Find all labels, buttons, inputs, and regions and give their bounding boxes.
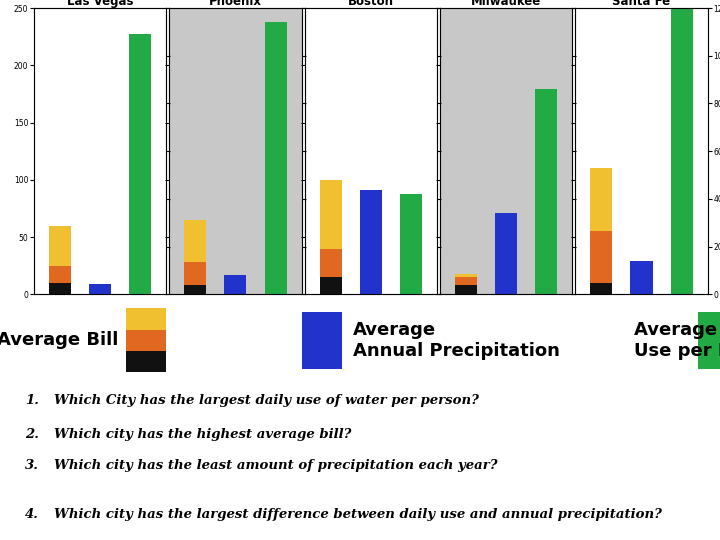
Text: 1.: 1.: [25, 394, 39, 407]
Bar: [126, 308, 166, 329]
Bar: [535, 89, 557, 294]
Bar: [590, 283, 613, 294]
Bar: [360, 190, 382, 294]
Title: Santa Fe: Santa Fe: [613, 0, 670, 8]
Text: Which city has the largest difference between daily use and annual precipitation: Which city has the largest difference be…: [54, 508, 662, 521]
Text: 4.: 4.: [25, 508, 39, 521]
Text: Which City has the largest daily use of water per person?: Which City has the largest daily use of …: [54, 394, 479, 407]
Bar: [225, 275, 246, 294]
Text: 3.: 3.: [25, 459, 39, 472]
Bar: [129, 35, 151, 294]
Bar: [184, 220, 207, 262]
Bar: [631, 261, 652, 294]
Bar: [590, 231, 613, 283]
Title: Phoenix: Phoenix: [209, 0, 262, 8]
Bar: [184, 285, 207, 294]
Bar: [89, 284, 111, 294]
Bar: [264, 22, 287, 294]
Bar: [49, 226, 71, 266]
Bar: [320, 180, 342, 248]
Bar: [495, 213, 517, 294]
Bar: [455, 277, 477, 285]
Text: Average
Annual Precipitation: Average Annual Precipitation: [353, 321, 559, 360]
Title: Boston: Boston: [348, 0, 394, 8]
Text: Average Daily
Use per Person: Average Daily Use per Person: [634, 321, 720, 360]
Bar: [302, 312, 342, 368]
Bar: [320, 277, 342, 294]
Bar: [590, 168, 613, 231]
Title: Milwaukee: Milwaukee: [471, 0, 541, 8]
Text: Which city has the least amount of precipitation each year?: Which city has the least amount of preci…: [54, 459, 498, 472]
Bar: [400, 194, 422, 294]
Text: 2.: 2.: [25, 428, 39, 441]
Bar: [126, 329, 166, 351]
Bar: [698, 312, 720, 368]
Bar: [49, 283, 71, 294]
Bar: [455, 285, 477, 294]
Bar: [670, 0, 693, 294]
Bar: [126, 351, 166, 372]
Title: Las Vegas: Las Vegas: [67, 0, 133, 8]
Bar: [320, 248, 342, 277]
Bar: [184, 262, 207, 285]
Bar: [455, 274, 477, 277]
Text: Average Bill: Average Bill: [0, 331, 119, 349]
Bar: [49, 266, 71, 283]
Text: Which city has the highest average bill?: Which city has the highest average bill?: [54, 428, 351, 441]
